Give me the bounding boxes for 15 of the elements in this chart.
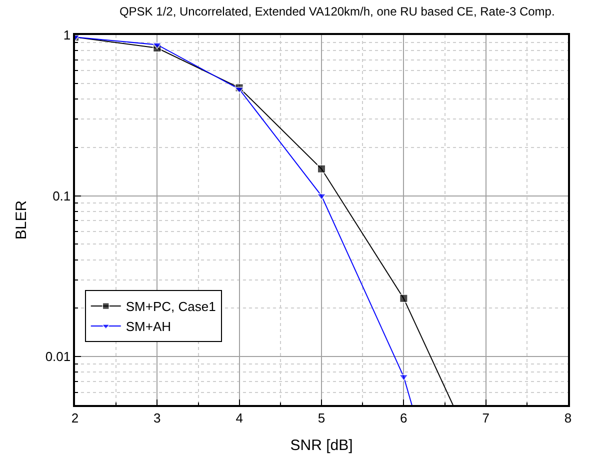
x-axis-title: SNR [dB] — [290, 436, 353, 454]
chart-title: QPSK 1/2, Uncorrelated, Extended VA120km/h, one RU based CE, Rate-3 Comp. — [119, 4, 555, 18]
legend-label: SM+PC, Case1 — [126, 299, 216, 314]
y-tick-label: 1 — [63, 28, 71, 43]
x-tick-label: 5 — [318, 410, 326, 426]
y-axis-title: BLER — [13, 200, 30, 240]
x-tick-label: 7 — [482, 410, 490, 426]
x-tick-label: 6 — [400, 410, 408, 426]
y-tick-label: 0.01 — [45, 349, 71, 364]
legend-label: SM+AH — [126, 319, 172, 334]
x-tick-label: 2 — [71, 410, 79, 426]
x-tick-label: 3 — [154, 410, 161, 426]
x-tick-label: 8 — [564, 410, 572, 426]
y-tick-label: 0.1 — [52, 188, 71, 204]
x-tick-label: 4 — [236, 410, 243, 426]
